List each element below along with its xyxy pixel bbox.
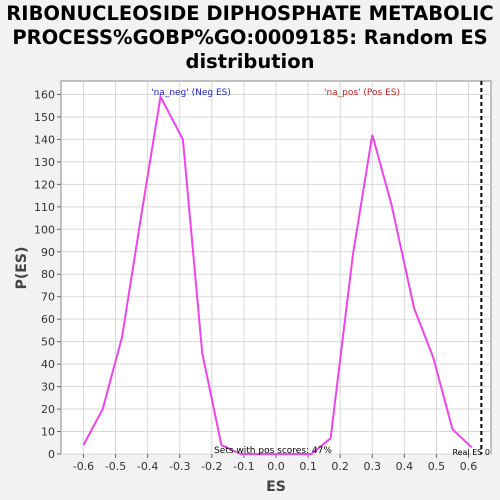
y-tick-label: 10 <box>41 426 55 439</box>
x-tick-label: 0.6 <box>460 460 478 473</box>
y-axis-label: P(ES) <box>14 247 30 290</box>
x-axis-label: ES <box>266 479 286 495</box>
y-tick-label: 80 <box>41 268 55 281</box>
annotation-pos-scores: Sets with pos scores: 47% <box>214 446 332 456</box>
y-tick-label: 130 <box>34 156 55 169</box>
x-tick-label: 0.1 <box>299 460 317 473</box>
y-tick-label: 90 <box>41 246 55 259</box>
annotation-neg-es: 'na_neg' (Neg ES) <box>151 88 231 98</box>
y-tick-label: 150 <box>34 111 55 124</box>
x-tick-label: -0.1 <box>233 460 254 473</box>
y-tick-label: 30 <box>41 381 55 394</box>
y-tick-label: 110 <box>34 201 55 214</box>
y-tick-label: 60 <box>41 313 55 326</box>
y-tick-label: 50 <box>41 336 55 349</box>
chart-title-line-2: PROCESS%GOBP%GO:0009185: Random ES <box>12 26 488 49</box>
x-tick-label: 0.5 <box>428 460 446 473</box>
x-tick-label: 0.0 <box>267 460 285 473</box>
series-group <box>82 93 473 455</box>
annotation-pos-es: 'na_pos' (Pos ES) <box>324 88 400 98</box>
chart-title-line-3: distribution <box>185 50 315 73</box>
x-tick-label: -0.4 <box>137 460 158 473</box>
real-es-label: Real ES 0 <box>452 448 490 457</box>
x-tick-label: -0.2 <box>201 460 222 473</box>
y-tick-label: 120 <box>34 178 55 191</box>
series-line <box>82 93 473 455</box>
x-tick-label: -0.5 <box>105 460 126 473</box>
y-tick-label: 140 <box>34 133 55 146</box>
x-tick-label: 0.4 <box>396 460 414 473</box>
y-tick-label: 0 <box>48 448 55 461</box>
y-tick-label: 70 <box>41 291 55 304</box>
x-tick-label: -0.6 <box>73 460 94 473</box>
x-tick-label: 0.2 <box>331 460 349 473</box>
x-tick-label: 0.3 <box>364 460 382 473</box>
x-tick-label: -0.3 <box>169 460 190 473</box>
y-tick-label: 100 <box>34 223 55 236</box>
y-ticks: 0 10 20 30 40 50 60 70 80 90 100 110 120 130 140 150 160 <box>34 88 61 461</box>
y-tick-label: 40 <box>41 358 55 371</box>
y-tick-label: 160 <box>34 88 55 101</box>
x-ticks: -0.6 -0.5 -0.4 -0.3 -0.2 -0.1 0.0 0.1 0.2 0.3 0.4 0… <box>73 454 478 473</box>
y-tick-label: 20 <box>41 403 55 416</box>
chart-title: RIBONUCLEOSIDE DIPHOSPHATE METABOLIC PRO… <box>0 2 500 74</box>
chart-title-line-1: RIBONUCLEOSIDE DIPHOSPHATE METABOLIC <box>6 2 494 25</box>
